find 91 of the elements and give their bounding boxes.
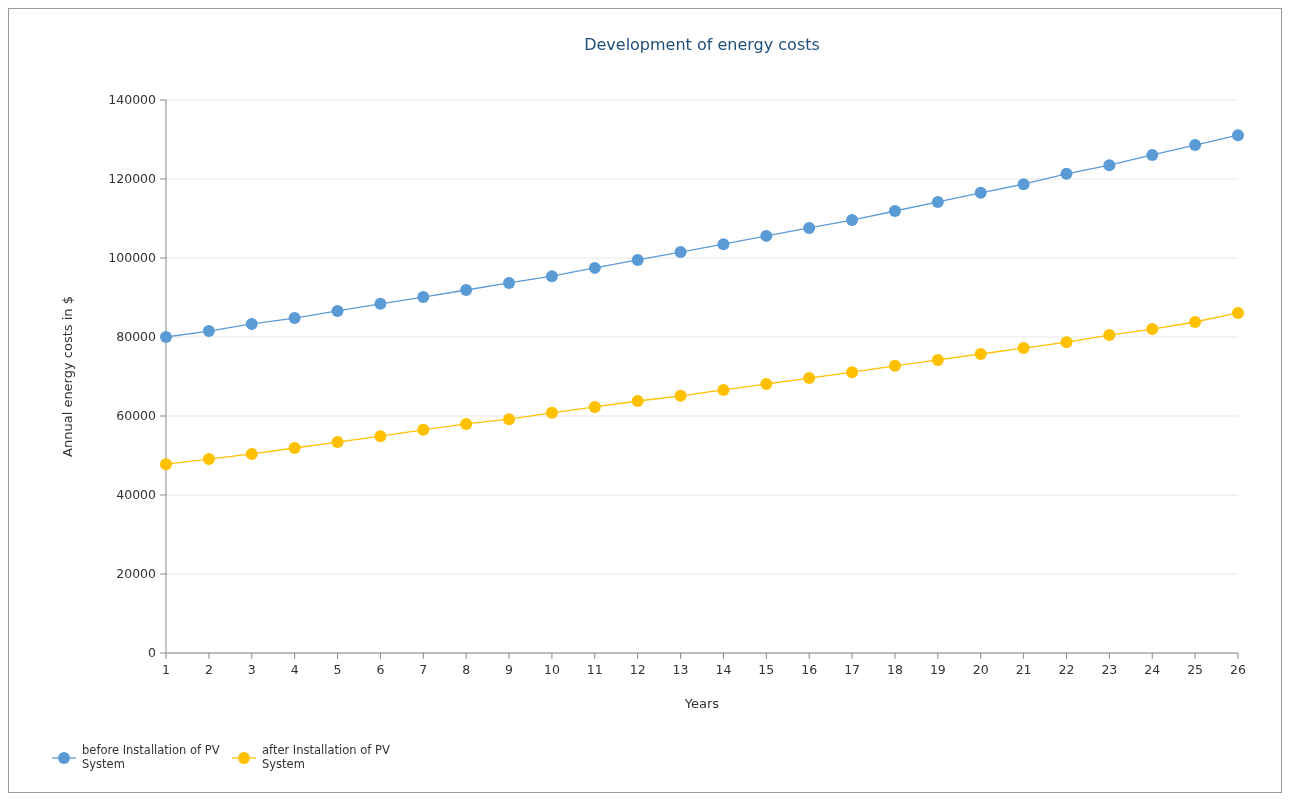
point [588, 261, 601, 274]
x-tick-label: 16 [801, 662, 818, 677]
point [1103, 159, 1116, 172]
y-tick-label: 20000 [116, 566, 157, 582]
x-tick-label: 2 [204, 662, 213, 677]
point [931, 353, 944, 366]
x-tick-label: 13 [672, 662, 689, 677]
point [974, 347, 987, 360]
point [545, 406, 558, 419]
point [245, 317, 258, 330]
point [1060, 336, 1073, 349]
point [803, 221, 816, 234]
point [331, 436, 344, 449]
point [417, 291, 430, 304]
point [588, 400, 601, 413]
point [160, 458, 172, 471]
point [288, 312, 301, 325]
point [888, 205, 901, 217]
point [803, 372, 816, 385]
y-tick-label: 120000 [108, 171, 157, 187]
point [1189, 315, 1202, 328]
point [1146, 148, 1159, 161]
x-tick-label: 24 [1144, 662, 1161, 677]
chart-title: Development of energy costs [584, 35, 820, 54]
legend-label: before Installation of PV System [82, 743, 220, 771]
point [202, 325, 215, 338]
y-tick-label: 0 [148, 645, 157, 661]
point [631, 394, 644, 407]
point [631, 253, 644, 266]
legend-label: after Installation of PV System [262, 743, 390, 771]
point [503, 276, 516, 289]
x-tick-label: 6 [376, 662, 385, 677]
point [846, 214, 859, 227]
x-tick-label: 19 [929, 662, 946, 677]
point [674, 246, 687, 259]
point [374, 430, 387, 443]
x-tick-label: 7 [419, 662, 428, 677]
point [460, 417, 473, 430]
point [974, 186, 987, 199]
x-tick-label: 11 [586, 662, 603, 677]
y-tick-label: 40000 [116, 487, 157, 503]
x-tick-label: 26 [1230, 662, 1246, 677]
y-axis-title: Annual energy costs in $ [60, 296, 75, 457]
point [888, 359, 901, 372]
point [1232, 129, 1244, 142]
x-tick-label: 9 [505, 662, 514, 677]
point [417, 423, 430, 436]
x-tick-label: 1 [162, 662, 170, 677]
x-tick-label: 23 [1101, 662, 1118, 677]
x-tick-label: 8 [462, 662, 471, 677]
point [1189, 139, 1202, 152]
x-tick-label: 3 [247, 662, 256, 677]
x-tick-label: 17 [844, 662, 861, 677]
point [503, 413, 516, 426]
point [1017, 342, 1030, 355]
point [1060, 167, 1073, 180]
y-tick-label: 80000 [116, 329, 157, 345]
x-tick-label: 10 [543, 662, 560, 677]
point [1146, 323, 1159, 336]
point [1103, 329, 1116, 342]
y-tick-label: 140000 [108, 92, 157, 108]
x-tick-label: 15 [758, 662, 775, 677]
point [160, 331, 172, 343]
x-tick-label: 20 [972, 662, 989, 677]
point [1232, 306, 1244, 319]
x-tick-label: 22 [1058, 662, 1075, 677]
x-tick-label: 5 [333, 662, 342, 677]
x-tick-label: 12 [629, 662, 646, 677]
y-tick-label: 60000 [116, 408, 157, 424]
point [245, 447, 258, 460]
point [374, 297, 387, 310]
point [846, 366, 859, 379]
point [931, 195, 944, 208]
point [331, 304, 344, 317]
point [760, 229, 773, 242]
x-tick-label: 18 [887, 662, 903, 677]
point [1017, 178, 1030, 191]
y-tick-label: 100000 [108, 250, 157, 266]
point [717, 238, 730, 251]
point [202, 453, 215, 466]
x-tick-label: 21 [1015, 662, 1032, 677]
x-tick-label: 14 [715, 662, 732, 677]
point [288, 442, 301, 454]
point [760, 378, 773, 391]
x-tick-label: 4 [290, 662, 299, 677]
point [717, 383, 730, 396]
x-axis-title: Years [683, 696, 720, 711]
point [545, 270, 558, 283]
x-tick-label: 25 [1187, 662, 1204, 677]
point [674, 389, 687, 402]
point [460, 284, 473, 296]
